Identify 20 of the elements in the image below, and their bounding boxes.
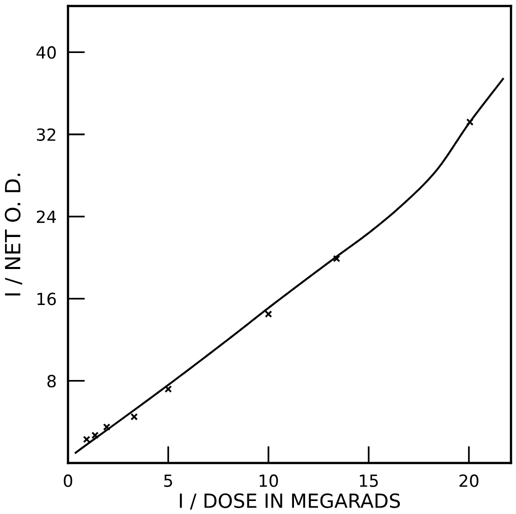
y-tick-label: 16 <box>38 292 56 306</box>
x-tick-label: 5 <box>164 474 172 488</box>
point <box>82 436 90 444</box>
y-tick-label: 32 <box>36 128 56 141</box>
point <box>103 423 110 431</box>
point <box>466 118 474 126</box>
point <box>164 385 172 393</box>
point <box>130 413 138 420</box>
point <box>264 310 272 318</box>
x-tick-label: 10 <box>260 474 278 488</box>
y-tick-label: 8 <box>47 374 56 388</box>
y-axis-title: I / NET O. D. <box>4 174 22 296</box>
x-axis-title: I / DOSE IN MEGARADS <box>180 493 400 510</box>
x-tick-label: 20 <box>460 474 478 488</box>
x-tick-label: 15 <box>360 474 378 488</box>
y-tick-label: 24 <box>36 210 56 223</box>
y-tick-label: 40 <box>36 46 56 59</box>
x-tick-label: 0 <box>64 474 72 488</box>
point <box>91 432 99 439</box>
point <box>332 254 340 262</box>
